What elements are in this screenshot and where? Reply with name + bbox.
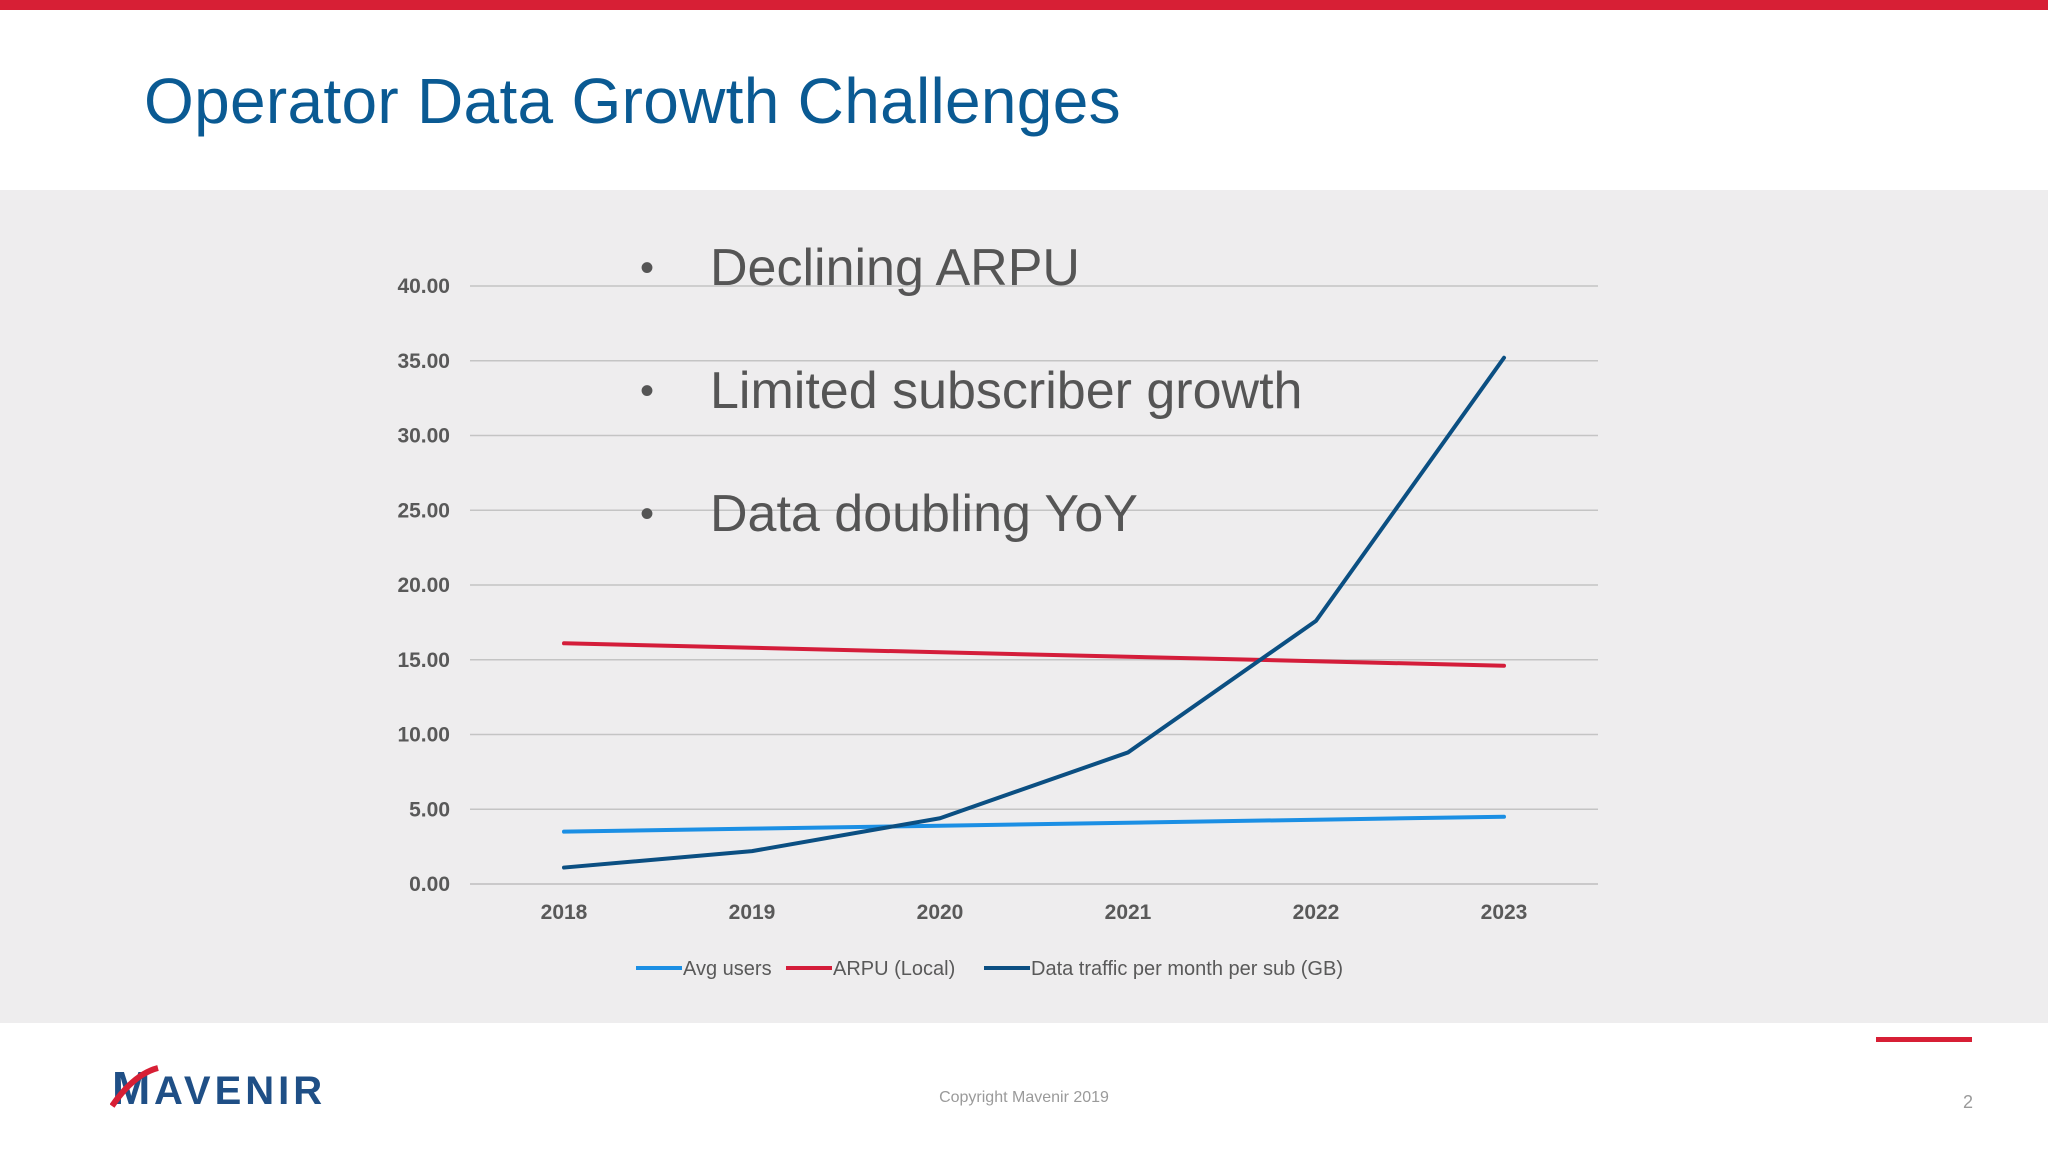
y-tick-label: 25.00: [397, 499, 450, 522]
line-chart: 0.00 5.00 10.00 15.00 20.00 25.00 30.00 35.00 40…: [397, 275, 1598, 980]
chart-area: 0.00 5.00 10.00 15.00 20.00 25.00 30.00 35.00 40…: [0, 190, 2048, 1023]
legend-label: ARPU (Local): [833, 958, 955, 980]
y-tick-label: 30.00: [397, 425, 450, 448]
bullet-item: • Data doubling YoY: [640, 485, 1302, 609]
series-line: [562, 355, 1506, 870]
slide-title: Operator Data Growth Challenges: [144, 65, 1121, 137]
y-tick-label: 5.00: [409, 798, 450, 821]
bullet-text: Limited subscriber growth: [710, 362, 1303, 420]
y-tick-label: 40.00: [397, 275, 450, 298]
x-tick-label: 2020: [917, 901, 964, 924]
logo-swoosh-icon: [110, 1065, 159, 1108]
bullet-dot-icon: •: [640, 246, 655, 290]
x-tick-label: 2019: [729, 901, 776, 924]
legend-label: Avg users: [683, 958, 772, 980]
x-tick-label: 2018: [541, 901, 588, 924]
y-tick-label: 35.00: [397, 350, 450, 373]
top-accent-bar: [0, 0, 2048, 10]
x-tick-label: 2022: [1293, 901, 1340, 924]
x-tick-label: 2021: [1105, 901, 1152, 924]
logo-text: AVENIR: [154, 1069, 326, 1113]
bullet-text: Data doubling YoY: [710, 485, 1138, 543]
bullet-dot-icon: •: [640, 492, 655, 536]
bullet-list: • Declining ARPU • Limited subscriber grow…: [640, 239, 1303, 609]
bullet-dot-icon: •: [640, 369, 655, 413]
y-tick-label: 15.00: [397, 649, 450, 672]
y-tick-label: 0.00: [409, 873, 450, 896]
bullet-item: • Declining ARPU: [640, 239, 1302, 363]
x-tick-label: 2023: [1481, 901, 1528, 924]
legend-label: Data traffic per month per sub (GB): [1031, 958, 1343, 980]
y-tick-label: 20.00: [397, 574, 450, 597]
mavenir-logo: M AVENIR: [110, 1062, 326, 1114]
y-tick-label: 10.00: [397, 724, 450, 747]
copyright-text: Copyright Mavenir 2019: [939, 1089, 1109, 1106]
page-number: 2: [1962, 1092, 1973, 1112]
bullet-text: Declining ARPU: [710, 239, 1080, 297]
series-line: [562, 814, 1506, 834]
footer-accent-bar: [1876, 1037, 1972, 1042]
series-line: [562, 641, 1506, 668]
bullet-item: • Limited subscriber growth: [640, 362, 1303, 486]
